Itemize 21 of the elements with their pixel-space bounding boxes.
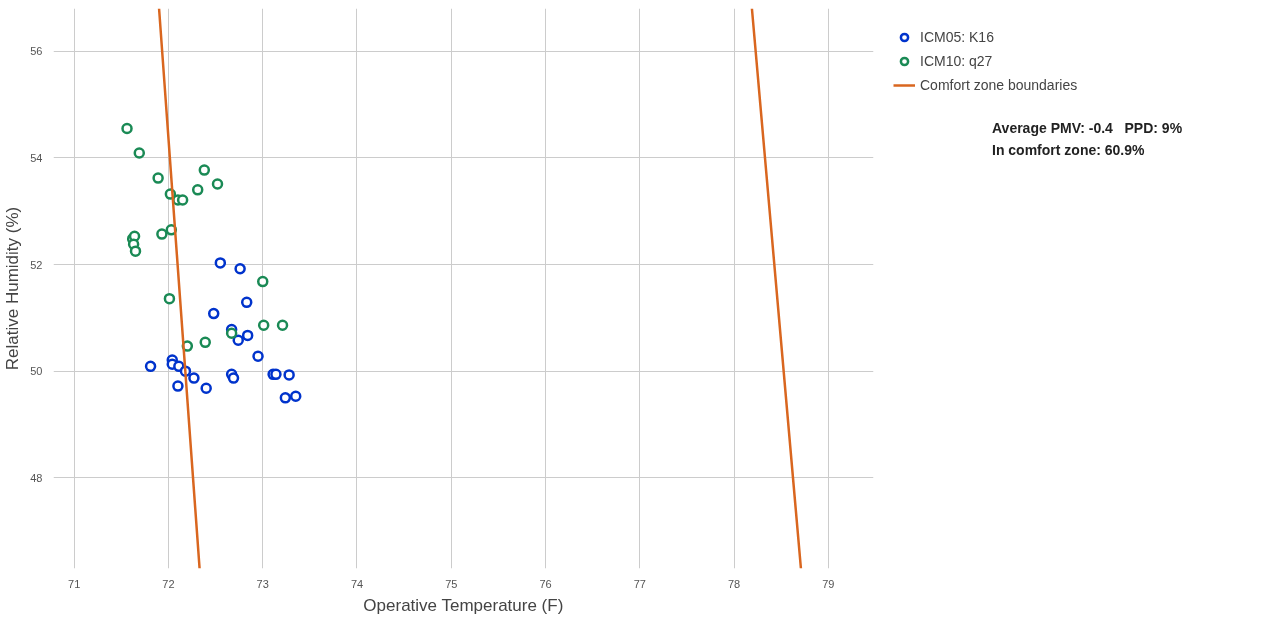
x-axis-title: Operative Temperature (F) <box>363 595 564 615</box>
y-tick-label: 52 <box>30 258 43 271</box>
y-tick-label: 54 <box>30 151 43 164</box>
x-tick-label: 77 <box>633 577 646 590</box>
x-tick-label: 79 <box>822 577 835 590</box>
x-tick-label: 75 <box>445 577 458 590</box>
x-tick-label: 74 <box>350 577 364 590</box>
y-tick-label: 48 <box>30 471 43 484</box>
legend-label: ICM10: q27 <box>920 53 993 69</box>
x-tick-label: 76 <box>539 577 552 590</box>
legend-label: ICM05: K16 <box>920 29 994 45</box>
y-axis-title: Relative Humidity (%) <box>3 206 23 371</box>
x-tick-label: 71 <box>68 577 81 590</box>
text: In comfort zone: 60.9% <box>992 142 1145 158</box>
x-tick-label: 73 <box>256 577 269 590</box>
text: Average PMV: -0.4 PPD: 9% <box>992 120 1183 136</box>
y-tick-label: 50 <box>30 365 43 378</box>
y-tick-label: 56 <box>30 45 43 58</box>
legend-label: Comfort zone boundaries <box>920 77 1078 93</box>
x-tick-label: 72 <box>162 577 175 590</box>
x-tick-label: 78 <box>727 577 741 590</box>
